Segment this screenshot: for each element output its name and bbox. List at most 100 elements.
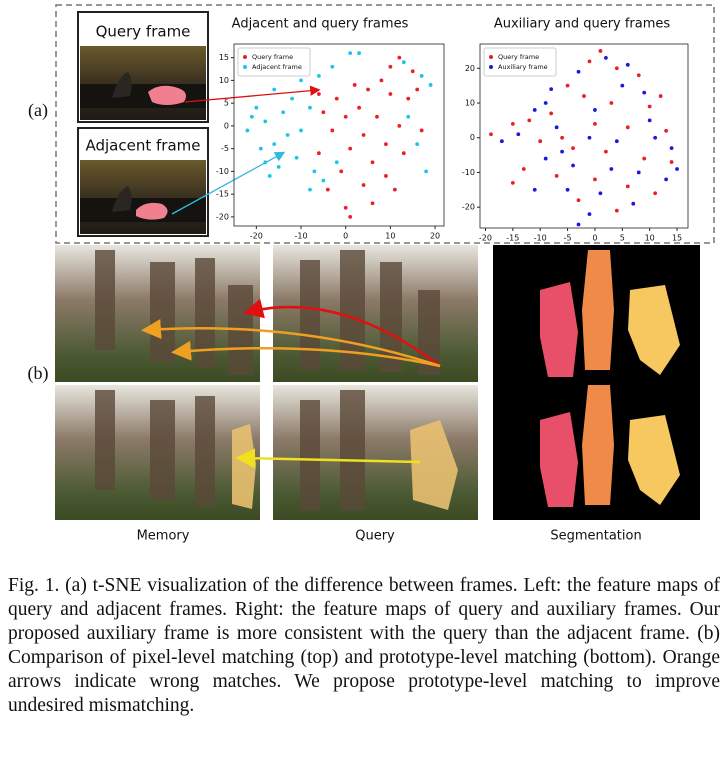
legend-marker xyxy=(489,65,493,69)
point xyxy=(642,90,647,95)
adjacent-frame-photo: Adjacent frame xyxy=(77,127,209,237)
point xyxy=(428,83,433,87)
panel-label: (a) xyxy=(28,100,48,121)
y-tick-label: 0 xyxy=(470,133,475,142)
point xyxy=(370,201,375,206)
point xyxy=(653,191,658,196)
x-tick-label: 0 xyxy=(592,234,597,243)
point xyxy=(249,114,254,119)
y-tick-label: -10 xyxy=(216,167,229,176)
point xyxy=(334,96,339,101)
point xyxy=(308,105,312,110)
point xyxy=(397,55,402,60)
y-tick-label: -20 xyxy=(216,212,229,221)
point xyxy=(384,142,388,147)
arrow xyxy=(141,319,441,368)
query-frame-photo: Query frame xyxy=(77,11,209,123)
legend-marker xyxy=(243,65,247,69)
arrow xyxy=(235,448,421,469)
point xyxy=(565,187,570,192)
point xyxy=(406,114,411,119)
point xyxy=(510,180,515,185)
point xyxy=(276,164,281,169)
chart-title: Auxiliary and query frames xyxy=(494,17,671,32)
point xyxy=(316,73,321,78)
column-label: Memory xyxy=(137,529,190,544)
point xyxy=(571,163,575,168)
point xyxy=(598,191,603,196)
point xyxy=(587,59,592,64)
point xyxy=(294,155,299,160)
point xyxy=(348,215,353,219)
point xyxy=(339,169,344,174)
point xyxy=(598,49,603,53)
point xyxy=(532,187,537,192)
point xyxy=(560,149,565,154)
point xyxy=(343,205,348,210)
point xyxy=(593,177,597,182)
point xyxy=(543,101,548,105)
point xyxy=(366,87,370,92)
legend-label: Query frame xyxy=(498,53,539,61)
point xyxy=(406,96,411,101)
point xyxy=(410,69,415,74)
point xyxy=(245,128,250,133)
point xyxy=(603,149,608,154)
point xyxy=(549,111,554,116)
figure: (a) (b) Query frame Adjacent frame xyxy=(28,4,715,544)
point xyxy=(419,128,424,133)
column-label: Query xyxy=(355,529,395,544)
point xyxy=(401,151,406,156)
photo-label: Query frame xyxy=(96,23,191,41)
x-tick-label: 5 xyxy=(620,234,625,243)
point xyxy=(370,160,375,165)
point xyxy=(321,110,326,115)
point xyxy=(316,151,321,156)
point xyxy=(384,174,388,178)
point xyxy=(549,87,554,92)
point xyxy=(576,222,581,227)
point xyxy=(272,142,277,147)
caption: Fig. 1. (a) t-SNE visualization of the d… xyxy=(8,575,720,716)
point xyxy=(647,104,652,109)
point xyxy=(281,110,286,115)
point xyxy=(614,208,619,213)
point xyxy=(361,133,366,137)
point xyxy=(285,133,290,137)
point xyxy=(587,212,592,217)
x-tick-label: -10 xyxy=(534,234,547,243)
plot-frame xyxy=(479,43,689,229)
x-tick-label: 0 xyxy=(343,232,348,241)
point xyxy=(379,78,384,83)
point xyxy=(664,177,669,182)
point xyxy=(576,69,581,74)
panel-label: (b) xyxy=(28,363,49,384)
point xyxy=(258,146,263,151)
point xyxy=(330,64,335,69)
y-tick-label: 0 xyxy=(224,121,229,130)
point xyxy=(316,92,321,96)
point xyxy=(560,135,565,140)
y-tick-label: -5 xyxy=(221,144,229,153)
point xyxy=(348,146,353,151)
point xyxy=(397,124,402,128)
x-tick-label: -10 xyxy=(294,232,307,241)
point xyxy=(267,174,272,178)
x-tick-label: 20 xyxy=(430,232,440,241)
point xyxy=(658,94,663,98)
arrow xyxy=(171,340,441,368)
x-tick-label: -20 xyxy=(479,234,492,243)
x-tick-label: -5 xyxy=(564,234,572,243)
point xyxy=(571,146,575,151)
point xyxy=(609,167,614,171)
point xyxy=(299,128,303,133)
x-tick-label: 15 xyxy=(672,234,682,243)
plot-frame xyxy=(233,43,445,227)
point xyxy=(312,169,317,174)
legend-box xyxy=(237,47,311,77)
point xyxy=(308,187,312,192)
point xyxy=(343,114,348,119)
photo-label: Adjacent frame xyxy=(86,137,201,155)
point xyxy=(532,108,537,112)
point xyxy=(631,201,636,206)
